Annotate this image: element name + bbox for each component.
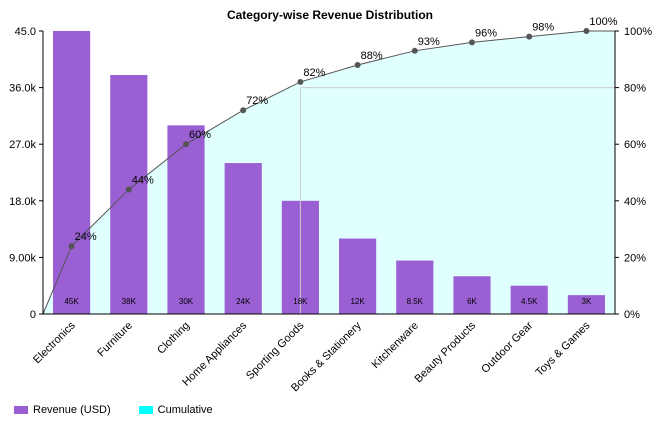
bar-value-label: 3K <box>582 297 592 306</box>
crosshair-layer <box>299 87 615 314</box>
cumulative-point[interactable] <box>68 243 75 250</box>
cumulative-point[interactable] <box>354 61 361 68</box>
bar[interactable] <box>396 260 434 314</box>
left-tick-label: 18.0k <box>9 196 36 208</box>
bar[interactable] <box>510 285 548 314</box>
cumulative-value-label: 100% <box>589 16 617 28</box>
cumulative-line-layer <box>42 28 615 315</box>
bars-layer <box>53 31 605 315</box>
right-tick-label: 20% <box>624 252 646 264</box>
legend-swatch-cumulative <box>138 406 153 414</box>
chart-title: Category-wise Revenue Distribution <box>227 8 433 22</box>
legend-item-revenue[interactable]: Revenue (USD) <box>14 404 111 416</box>
cumulative-point[interactable] <box>526 33 533 40</box>
bar[interactable] <box>567 295 605 314</box>
right-tick-label: 40% <box>624 196 646 208</box>
cumulative-point[interactable] <box>240 107 247 114</box>
cumulative-line <box>42 30 615 315</box>
cumulative-value-label: 60% <box>189 129 211 141</box>
bar-value-label: 4.5K <box>521 297 538 306</box>
left-tick-label: 45.0 <box>15 26 36 38</box>
x-tick-label: Toys & Games <box>533 319 592 378</box>
bar[interactable] <box>53 31 91 314</box>
cumulative-point[interactable] <box>469 39 475 46</box>
right-tick-label: 60% <box>624 139 646 151</box>
right-tick-label: 0% <box>624 309 640 321</box>
cumulative-point[interactable] <box>583 28 590 34</box>
x-tick-label: Beauty Products <box>413 319 479 385</box>
labels-layer: 45K 38K 30K 24K 18K 12K 8.5K 6K 4.5K 3K 24% 44% 60% 7… <box>64 16 617 306</box>
cumulative-value-label: 72% <box>246 95 268 107</box>
legend-swatch-revenue <box>14 406 28 414</box>
cumulative-value-label: 88% <box>361 50 383 62</box>
legend: Revenue (USD) Cumulative <box>14 404 241 416</box>
x-tick-label: Outdoor Gear <box>479 319 535 375</box>
x-tick-label: Sporting Goods <box>244 319 307 382</box>
left-tick-label: 0 <box>30 309 36 321</box>
cumulative-point[interactable] <box>125 186 132 193</box>
x-tick-label: Kitchenware <box>370 320 421 371</box>
cumulative-value-label: 44% <box>132 174 154 186</box>
bar-value-label: 18K <box>293 297 308 306</box>
bar[interactable] <box>167 125 205 314</box>
cumulative-value-label: 82% <box>303 67 325 79</box>
x-tick-label: Home Appliances <box>180 319 249 388</box>
bar-value-label: 12K <box>350 297 365 306</box>
bar-value-label: 6K <box>467 297 477 306</box>
cumulative-value-label: 93% <box>418 36 440 48</box>
left-tick-label: 36.0k <box>9 83 36 95</box>
legend-label-revenue: Revenue (USD) <box>33 404 111 416</box>
bar-value-label: 30K <box>179 297 194 306</box>
cumulative-point[interactable] <box>297 78 304 85</box>
bar-value-label: 24K <box>236 297 251 306</box>
bar-value-label: 8.5K <box>407 297 424 306</box>
bar[interactable] <box>339 238 377 314</box>
x-tick-label: Clothing <box>155 320 192 357</box>
bar[interactable] <box>110 75 148 315</box>
bar[interactable] <box>224 163 262 314</box>
left-tick-label: 27.0k <box>9 139 36 151</box>
cumulative-point[interactable] <box>183 141 189 148</box>
cumulative-value-label: 98% <box>532 22 554 34</box>
bar-value-label: 38K <box>122 297 137 306</box>
bar-value-label: 45K <box>64 297 79 306</box>
x-tick-label: Furniture <box>95 320 135 360</box>
right-tick-label: 100% <box>624 26 652 38</box>
right-tick-label: 80% <box>624 83 646 95</box>
cumulative-value-label: 96% <box>475 27 497 39</box>
left-tick-label: 9.00k <box>9 252 36 264</box>
bar[interactable] <box>453 276 491 314</box>
x-tick-label: Electronics <box>31 319 78 366</box>
cumulative-value-label: 24% <box>75 231 97 243</box>
cumulative-point[interactable] <box>411 47 418 54</box>
legend-item-cumulative[interactable]: Cumulative <box>138 404 213 416</box>
legend-label-cumulative: Cumulative <box>157 404 213 416</box>
